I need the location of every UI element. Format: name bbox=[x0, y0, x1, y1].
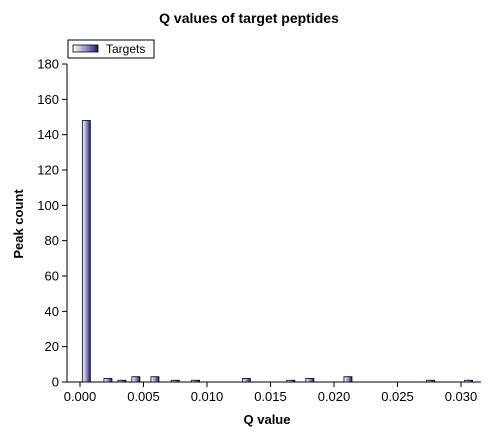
x-axis-label: Q value bbox=[244, 412, 291, 427]
y-tick-label: 40 bbox=[45, 304, 59, 319]
x-tick-label: 0.000 bbox=[64, 389, 97, 404]
x-axis-ticks: 0.000 0.005 0.010 0.015 0.020 0.025 0.030 bbox=[64, 382, 478, 404]
bar bbox=[81, 120, 91, 383]
bar bbox=[286, 379, 296, 383]
y-tick-label: 140 bbox=[37, 127, 59, 142]
bar bbox=[305, 378, 315, 383]
y-tick-label: 180 bbox=[37, 57, 59, 72]
y-tick-label: 60 bbox=[45, 269, 59, 284]
y-tick-label: 80 bbox=[45, 233, 59, 248]
bar bbox=[241, 378, 251, 383]
bar bbox=[343, 376, 353, 383]
legend-box bbox=[67, 39, 155, 59]
bar bbox=[131, 376, 141, 383]
bar bbox=[170, 379, 180, 383]
legend-entry-targets: Targets bbox=[106, 42, 145, 56]
y-axis-label: Peak count bbox=[11, 189, 26, 259]
y-tick-label: 160 bbox=[37, 92, 59, 107]
y-tick-label: 0 bbox=[52, 375, 59, 390]
legend-swatch bbox=[72, 44, 99, 53]
y-tick-label: 120 bbox=[37, 163, 59, 178]
bar bbox=[426, 379, 435, 383]
x-tick-label: 0.005 bbox=[127, 389, 160, 404]
y-tick-label: 100 bbox=[37, 198, 59, 213]
y-tick-label: 20 bbox=[45, 339, 59, 354]
bar bbox=[464, 379, 474, 383]
y-axis-ticks: 0 20 40 60 80 100 120 140 160 180 bbox=[37, 57, 67, 390]
x-tick-label: 0.010 bbox=[191, 389, 224, 404]
bar bbox=[191, 379, 200, 383]
bar bbox=[150, 376, 160, 383]
chart-title: Q values of target peptides bbox=[159, 10, 339, 26]
x-tick-label: 0.030 bbox=[445, 389, 478, 404]
bars bbox=[81, 120, 474, 383]
x-tick-label: 0.025 bbox=[381, 389, 414, 404]
x-tick-label: 0.015 bbox=[254, 389, 287, 404]
bar bbox=[117, 379, 127, 383]
legend: Targets bbox=[67, 39, 155, 59]
bar bbox=[103, 378, 113, 383]
x-tick-label: 0.020 bbox=[318, 389, 351, 404]
